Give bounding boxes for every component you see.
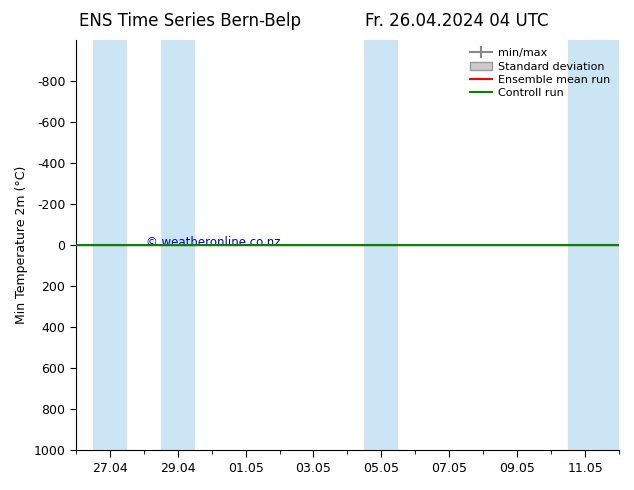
Text: Fr. 26.04.2024 04 UTC: Fr. 26.04.2024 04 UTC xyxy=(365,12,548,30)
Bar xyxy=(568,40,619,450)
Text: ENS Time Series Bern-Belp: ENS Time Series Bern-Belp xyxy=(79,12,301,30)
Y-axis label: Min Temperature 2m (°C): Min Temperature 2m (°C) xyxy=(15,166,28,324)
Bar xyxy=(93,40,127,450)
Legend: min/max, Standard deviation, Ensemble mean run, Controll run: min/max, Standard deviation, Ensemble me… xyxy=(467,45,614,102)
Bar xyxy=(160,40,195,450)
Text: © weatheronline.co.nz: © weatheronline.co.nz xyxy=(146,236,281,249)
Bar xyxy=(365,40,398,450)
